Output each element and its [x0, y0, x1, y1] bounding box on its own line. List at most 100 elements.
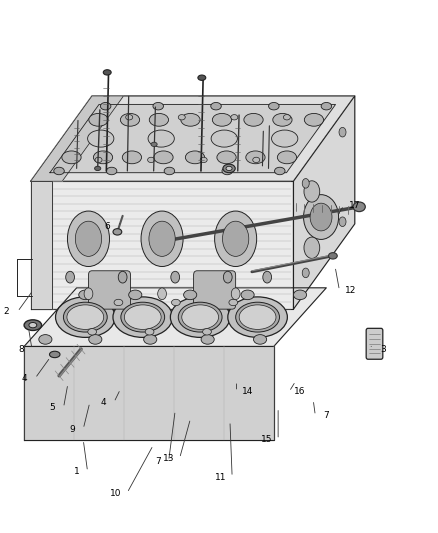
- Ellipse shape: [241, 290, 254, 300]
- Ellipse shape: [223, 221, 249, 256]
- Ellipse shape: [339, 127, 346, 137]
- Ellipse shape: [56, 297, 115, 337]
- Ellipse shape: [89, 335, 102, 344]
- Polygon shape: [31, 96, 124, 181]
- Ellipse shape: [178, 115, 185, 120]
- Ellipse shape: [231, 288, 240, 300]
- Text: 13: 13: [163, 454, 174, 463]
- Ellipse shape: [211, 130, 237, 147]
- Ellipse shape: [84, 288, 93, 300]
- Ellipse shape: [164, 167, 175, 175]
- Ellipse shape: [149, 114, 169, 126]
- Ellipse shape: [100, 102, 111, 110]
- Ellipse shape: [158, 288, 166, 300]
- Ellipse shape: [222, 167, 233, 175]
- Ellipse shape: [95, 157, 102, 163]
- Ellipse shape: [113, 297, 173, 337]
- Ellipse shape: [201, 335, 214, 344]
- Ellipse shape: [54, 167, 64, 175]
- Ellipse shape: [145, 328, 154, 335]
- Ellipse shape: [275, 167, 285, 175]
- FancyBboxPatch shape: [366, 328, 383, 359]
- Polygon shape: [31, 181, 293, 309]
- Ellipse shape: [75, 221, 102, 256]
- Ellipse shape: [120, 114, 140, 126]
- Ellipse shape: [141, 211, 183, 266]
- Ellipse shape: [304, 114, 324, 126]
- Ellipse shape: [103, 70, 111, 75]
- Ellipse shape: [66, 271, 74, 283]
- Ellipse shape: [170, 297, 230, 337]
- Ellipse shape: [121, 302, 165, 332]
- Ellipse shape: [212, 114, 232, 126]
- Ellipse shape: [254, 335, 267, 344]
- Ellipse shape: [229, 300, 238, 306]
- Ellipse shape: [118, 271, 127, 283]
- Ellipse shape: [144, 335, 157, 344]
- Text: 2: 2: [4, 308, 9, 316]
- Text: 12: 12: [345, 286, 356, 295]
- Polygon shape: [31, 181, 52, 309]
- Ellipse shape: [184, 290, 197, 300]
- Ellipse shape: [171, 271, 180, 283]
- Text: 4: 4: [100, 398, 106, 407]
- Ellipse shape: [148, 157, 155, 163]
- Ellipse shape: [122, 151, 141, 164]
- Ellipse shape: [79, 290, 92, 300]
- Ellipse shape: [353, 202, 365, 212]
- Text: 1: 1: [74, 467, 80, 476]
- Ellipse shape: [228, 297, 287, 337]
- Polygon shape: [24, 346, 274, 440]
- Ellipse shape: [95, 166, 101, 171]
- Ellipse shape: [253, 157, 260, 163]
- Ellipse shape: [223, 164, 235, 173]
- Ellipse shape: [268, 102, 279, 110]
- Ellipse shape: [304, 181, 320, 202]
- Text: 7: 7: [323, 411, 329, 420]
- Ellipse shape: [310, 203, 332, 231]
- Ellipse shape: [24, 320, 42, 330]
- Polygon shape: [293, 96, 355, 309]
- Ellipse shape: [149, 221, 175, 256]
- Text: 9: 9: [69, 425, 75, 433]
- Text: 10: 10: [110, 489, 122, 497]
- Ellipse shape: [339, 217, 346, 227]
- Ellipse shape: [215, 211, 257, 266]
- Ellipse shape: [88, 328, 96, 335]
- Ellipse shape: [236, 302, 279, 332]
- Ellipse shape: [178, 302, 222, 332]
- Ellipse shape: [89, 114, 108, 126]
- Ellipse shape: [302, 179, 309, 188]
- Ellipse shape: [277, 151, 297, 164]
- Ellipse shape: [185, 151, 205, 164]
- Ellipse shape: [106, 167, 117, 175]
- Polygon shape: [24, 288, 326, 346]
- Ellipse shape: [148, 130, 174, 147]
- Ellipse shape: [64, 302, 107, 332]
- Text: 4: 4: [21, 374, 27, 383]
- Ellipse shape: [200, 157, 207, 163]
- Text: 15: 15: [261, 435, 273, 444]
- Ellipse shape: [67, 211, 110, 266]
- Ellipse shape: [129, 290, 142, 300]
- Ellipse shape: [67, 305, 104, 329]
- Ellipse shape: [223, 271, 232, 283]
- Text: 11: 11: [215, 473, 227, 481]
- Text: 17: 17: [349, 201, 360, 209]
- Text: 7: 7: [155, 457, 161, 465]
- Ellipse shape: [226, 166, 232, 171]
- Text: 6: 6: [104, 222, 110, 231]
- Text: 5: 5: [49, 403, 56, 412]
- Ellipse shape: [273, 114, 292, 126]
- Ellipse shape: [304, 237, 320, 259]
- Text: 3: 3: [380, 345, 386, 353]
- Ellipse shape: [263, 271, 272, 283]
- Ellipse shape: [239, 305, 276, 329]
- Ellipse shape: [293, 290, 307, 300]
- Text: 8: 8: [18, 345, 24, 353]
- Ellipse shape: [198, 75, 206, 80]
- Ellipse shape: [246, 151, 265, 164]
- Ellipse shape: [39, 335, 52, 344]
- Ellipse shape: [93, 151, 113, 164]
- Text: 16: 16: [294, 387, 306, 396]
